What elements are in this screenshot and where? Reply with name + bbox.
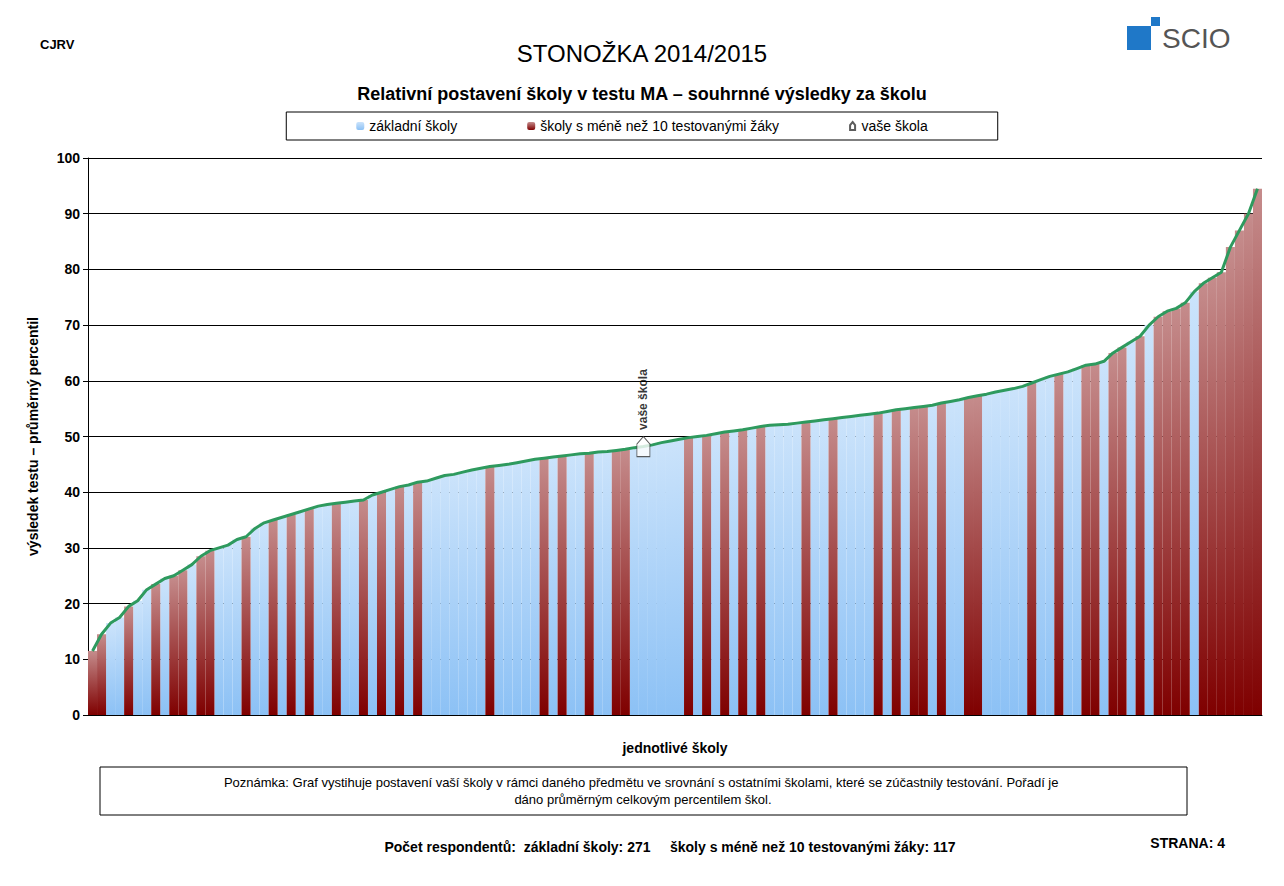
svg-text:výsledek testu – průměrný perc: výsledek testu – průměrný percentil <box>25 317 41 556</box>
svg-text:STRANA: 4: STRANA: 4 <box>1150 835 1225 851</box>
svg-text:vaše škola: vaše škola <box>636 369 650 430</box>
svg-text:100: 100 <box>57 150 81 166</box>
svg-text:CJRV: CJRV <box>40 37 75 52</box>
svg-text:80: 80 <box>64 261 80 277</box>
svg-text:10: 10 <box>64 651 80 667</box>
svg-text:30: 30 <box>64 540 80 556</box>
svg-text:50: 50 <box>64 429 80 445</box>
svg-text:60: 60 <box>64 373 80 389</box>
svg-text:vaše škola: vaše škola <box>862 118 928 134</box>
svg-text:70: 70 <box>64 317 80 333</box>
svg-text:dáno průměrným celkovým percen: dáno průměrným celkovým percentilem škol… <box>514 792 771 807</box>
svg-text:základní školy: základní školy <box>369 118 457 134</box>
svg-text:STONOŽKA 2014/2015: STONOŽKA 2014/2015 <box>517 40 767 67</box>
svg-text:školy s méně než 10 testovaným: školy s méně než 10 testovanými žáky <box>540 118 779 134</box>
svg-text:jednotlivé školy: jednotlivé školy <box>621 740 727 756</box>
svg-text:SCIO: SCIO <box>1162 23 1230 54</box>
svg-text:90: 90 <box>64 206 80 222</box>
svg-text:Počet respondentů: základní š: Počet respondentů: základní školy: 271 š… <box>384 839 955 855</box>
svg-text:Poznámka: Graf vystihuje posta: Poznámka: Graf vystihuje postavení vaší … <box>224 775 1062 790</box>
svg-text:0: 0 <box>72 707 80 723</box>
svg-text:20: 20 <box>64 596 80 612</box>
svg-text:Relativní postavení školy v te: Relativní postavení školy v testu MA – s… <box>357 84 927 104</box>
svg-text:40: 40 <box>64 484 80 500</box>
